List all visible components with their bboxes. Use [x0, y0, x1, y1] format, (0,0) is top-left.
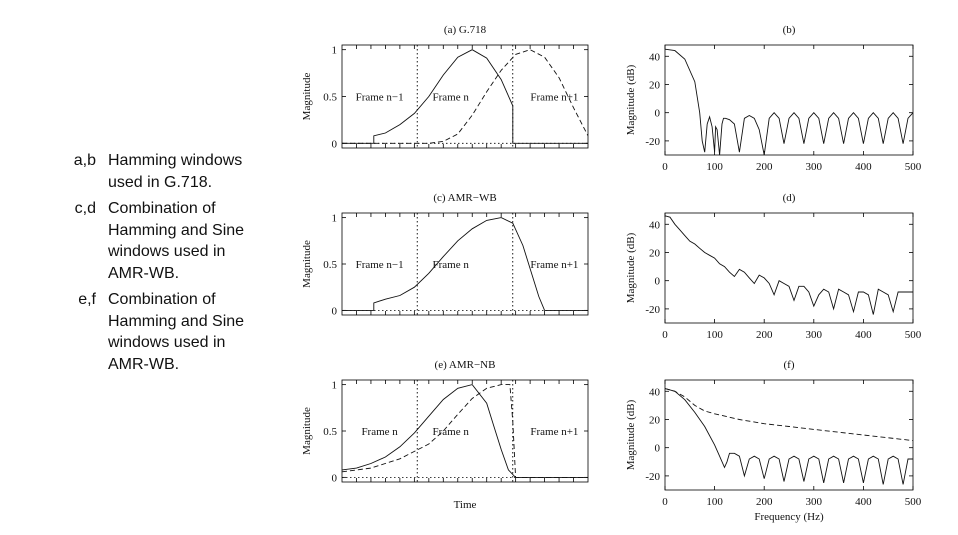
- series-line-dashed: [665, 388, 913, 442]
- x-tick-label: 300: [806, 329, 823, 341]
- series-line-dashed: [342, 384, 588, 478]
- x-tick-label: 500: [905, 496, 922, 508]
- x-tick-label: 100: [706, 329, 723, 341]
- chart-title: (f): [784, 359, 795, 371]
- caption-text: Combination of Hamming and Sine windows …: [108, 200, 245, 282]
- y-tick-label: 0.5: [323, 426, 337, 438]
- x-tick-label: 200: [756, 329, 773, 341]
- x-tick-label: 300: [806, 496, 823, 508]
- x-tick-label: 100: [706, 161, 723, 173]
- frame-label: Frame n: [432, 426, 469, 438]
- y-tick-label: 20: [649, 79, 661, 91]
- x-tick-label: 100: [706, 496, 723, 508]
- x-tick-label: 300: [806, 161, 823, 173]
- frame-label: Frame n−1: [356, 92, 404, 104]
- caption-item-ab: a,b Hamming windows used in G.718.: [48, 150, 278, 193]
- x-tick-label: 500: [905, 161, 922, 173]
- series-line-solid: [665, 215, 913, 315]
- y-tick-label: 40: [649, 386, 661, 398]
- y-tick-label: 20: [649, 247, 661, 259]
- y-axis-label: Magnitude (dB): [625, 232, 637, 303]
- plot-frame: [664, 212, 914, 324]
- y-axis-label: Magnitude (dB): [625, 64, 637, 135]
- x-tick-label: 400: [855, 329, 872, 341]
- caption-item-cd: c,d Combination of Hamming and Sine wind…: [48, 198, 278, 284]
- caption-key: a,b: [73, 152, 96, 169]
- y-tick-label: 1: [332, 45, 338, 57]
- series-line-solid: [342, 384, 588, 478]
- frame-label: Frame n+1: [530, 426, 578, 438]
- y-tick-label: 1: [332, 380, 338, 392]
- y-tick-label: 0.5: [323, 259, 337, 271]
- chart-panel-e: (e) AMR−NB 0 0.5 1 Magnitude Time Frame n Frame…: [301, 359, 589, 511]
- frame-label: Frame n+1: [530, 92, 578, 104]
- plot-frame: [664, 44, 914, 156]
- y-tick-label: 0: [655, 276, 661, 288]
- y-tick-label: -20: [645, 471, 660, 483]
- x-tick-label: 400: [855, 496, 872, 508]
- y-tick-label: -20: [645, 136, 660, 148]
- chart-title: (c) AMR−WB: [433, 192, 496, 204]
- x-tick-label: 200: [756, 496, 773, 508]
- y-tick-label: 40: [649, 51, 661, 63]
- plot-frame: [664, 379, 914, 491]
- chart-title: (d): [783, 192, 796, 204]
- x-tick-label: 400: [855, 161, 872, 173]
- y-tick-label: 0.5: [323, 92, 337, 104]
- x-tick-label: 500: [905, 329, 922, 341]
- y-tick-label: 0: [655, 443, 661, 455]
- chart-title: (a) G.718: [444, 24, 487, 36]
- series-line-solid: [342, 49, 588, 144]
- caption-text: Combination of Hamming and Sine windows …: [108, 291, 245, 373]
- x-tick-label: 200: [756, 161, 773, 173]
- frame-label: Frame n−1: [356, 259, 404, 271]
- x-tick-label: 0: [662, 161, 668, 173]
- caption-key: c,d: [74, 200, 96, 217]
- series-line-solid: [342, 217, 588, 311]
- caption-text: Hamming windows used in G.718.: [108, 152, 243, 191]
- y-tick-label: 0: [332, 472, 338, 484]
- frame-label: Frame n: [432, 259, 469, 271]
- frame-label: Frame n+1: [530, 259, 578, 271]
- y-tick-label: -20: [645, 304, 660, 316]
- chart-panel-c: (c) AMR−WB 0 0.5 1 Magnitude Frame n−1 Frame n…: [301, 192, 589, 317]
- series-line-solid: [665, 48, 913, 155]
- y-tick-label: 1: [332, 213, 338, 225]
- y-tick-label: 0: [332, 305, 338, 317]
- caption-key: e,f: [78, 291, 96, 308]
- y-axis-label: Magnitude (dB): [625, 399, 637, 470]
- caption-item-ef: e,f Combination of Hamming and Sine wind…: [48, 289, 278, 375]
- chart-panel-a: (a) G.718 0 0.5 1 Magnitude Frame n−1 Frame n F…: [301, 24, 589, 150]
- frame-label: Frame n: [361, 426, 398, 438]
- y-axis-label: Magnitude: [301, 240, 313, 288]
- x-tick-label: 0: [662, 329, 668, 341]
- y-tick-label: 20: [649, 414, 661, 426]
- y-tick-label: 0: [655, 108, 661, 120]
- y-axis-label: Magnitude: [301, 407, 313, 455]
- series-line-solid: [665, 388, 913, 485]
- caption-list: a,b Hamming windows used in G.718. c,d C…: [48, 150, 278, 380]
- y-tick-label: 0: [332, 138, 338, 150]
- x-axis-label: Time: [454, 499, 477, 511]
- chart-title: (e) AMR−NB: [435, 359, 496, 371]
- chart-title: (b): [783, 24, 796, 36]
- x-axis-label: Frequency (Hz): [754, 511, 824, 523]
- frame-label: Frame n: [432, 92, 469, 104]
- series-line-dashed: [342, 49, 588, 144]
- y-tick-label: 40: [649, 219, 661, 231]
- x-tick-label: 0: [662, 496, 668, 508]
- y-axis-label: Magnitude: [301, 73, 313, 121]
